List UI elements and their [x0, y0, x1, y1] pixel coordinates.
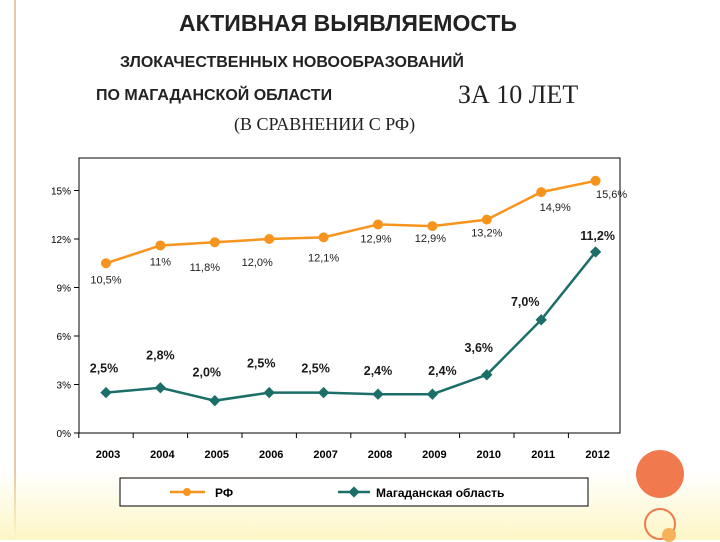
- decor-circle-filled: [636, 450, 684, 498]
- rf-data-label: 11%: [150, 256, 171, 268]
- magadan-data-label: 2,5%: [247, 357, 276, 371]
- rf-point: [536, 187, 547, 198]
- y-tick-label: 3%: [57, 381, 72, 392]
- rf-point: [427, 221, 438, 232]
- y-tick-label: 12%: [51, 235, 71, 246]
- rf-point: [264, 234, 275, 244]
- x-tick-label: 2012: [585, 449, 609, 461]
- y-tick-label: 9%: [57, 284, 72, 295]
- rf-data-label: 13,2%: [471, 228, 502, 240]
- legend-rf-label: РФ: [215, 486, 233, 500]
- x-tick-label: 2009: [422, 449, 446, 461]
- y-tick-label: 15%: [51, 187, 71, 198]
- magadan-data-label: 7,0%: [511, 295, 540, 309]
- magadan-line: [105, 251, 597, 402]
- rf-data-label: 12,0%: [242, 257, 273, 269]
- magadan-data-label: 2,5%: [301, 362, 330, 376]
- magadan-data-label: 2,4%: [364, 364, 393, 378]
- magadan-point: [589, 246, 602, 258]
- rf-data-label: 15,6%: [596, 189, 627, 201]
- slide-border-line: [14, 0, 16, 540]
- x-tick-label: 2005: [205, 449, 229, 461]
- title-line-2: ЗЛОКАЧЕСТВЕННЫХ НОВООБРАЗОВАНИЙ: [120, 54, 464, 71]
- legend-magadan-marker: [348, 486, 360, 498]
- magadan-point: [426, 388, 439, 400]
- x-tick-label: 2006: [259, 449, 283, 461]
- rf-point: [373, 219, 383, 230]
- magadan-data-label: 2,4%: [428, 364, 457, 378]
- magadan-data-label: 2,8%: [146, 349, 175, 363]
- title-line-4: (В СРАВНЕНИИ С РФ): [234, 114, 416, 134]
- rf-point: [481, 214, 492, 225]
- magadan-point: [100, 386, 112, 399]
- x-tick-label: 2008: [368, 449, 392, 461]
- legend-magadan-label: Магаданская область: [376, 486, 504, 500]
- x-tick-label: 2011: [531, 449, 555, 461]
- magadan-point: [317, 386, 330, 399]
- rf-data-label: 12,9%: [415, 233, 446, 245]
- y-tick-label: 6%: [57, 332, 72, 343]
- magadan-point: [372, 388, 384, 400]
- rf-data-label: 14,9%: [540, 202, 571, 214]
- rf-point: [590, 175, 601, 186]
- legend-rf-marker: [183, 488, 191, 496]
- rf-point: [209, 237, 220, 248]
- title-line-3a: ПО МАГАДАНСКОЙ ОБЛАСТИ: [96, 87, 333, 104]
- y-tick-label: 0%: [57, 429, 72, 440]
- decor-circle-ring: [644, 508, 676, 540]
- x-tick-label: 2010: [477, 449, 501, 461]
- rf-point: [155, 240, 166, 251]
- rf-line: [105, 179, 596, 265]
- decor-circle-small: [662, 528, 676, 542]
- magadan-point: [263, 386, 275, 399]
- title-line-3b: ЗА 10 ЛЕТ: [458, 80, 579, 109]
- magadan-data-label: 3,6%: [465, 341, 494, 355]
- rf-data-label: 12,1%: [308, 252, 339, 264]
- magadan-data-label: 2,0%: [193, 366, 222, 380]
- rf-point: [101, 258, 111, 269]
- x-tick-label: 2003: [96, 449, 120, 461]
- plot-area: [78, 157, 621, 434]
- x-tick-label: 2007: [313, 449, 337, 461]
- rf-data-label: 11,8%: [190, 262, 221, 274]
- rf-point: [318, 232, 329, 243]
- rf-data-label: 12,9%: [360, 233, 391, 245]
- magadan-data-label: 11,2%: [580, 229, 615, 243]
- magadan-point: [154, 382, 167, 394]
- magadan-point: [209, 395, 221, 407]
- title-line-1: АКТИВНАЯ ВЫЯВЛЯЕМОСТЬ: [179, 10, 517, 36]
- x-tick-label: 2004: [150, 449, 175, 461]
- rf-data-label: 10,5%: [90, 274, 121, 286]
- magadan-point: [481, 369, 493, 381]
- magadan-data-label: 2,5%: [90, 362, 119, 376]
- magadan-point: [535, 314, 547, 326]
